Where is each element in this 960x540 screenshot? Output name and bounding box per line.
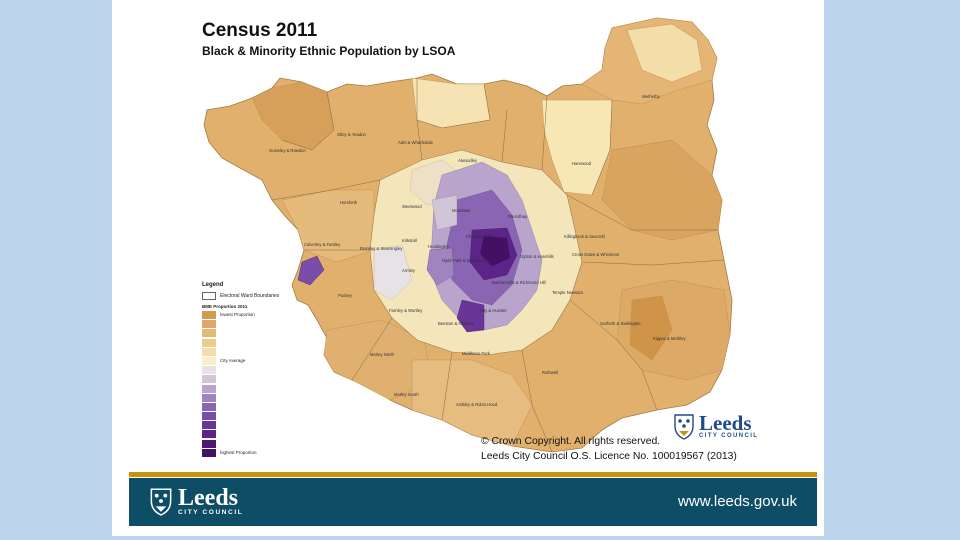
area-label: Temple Newsam xyxy=(552,290,583,295)
area-label: Pudsey xyxy=(338,293,353,298)
logo-subtitle: CITY COUNCIL xyxy=(699,433,759,439)
area-label: Hyde Park & Woodhouse xyxy=(442,258,490,263)
area-label: Killingbeck & Seacroft xyxy=(564,234,606,239)
copyright-notice: © Crown Copyright. All rights reserved. … xyxy=(481,434,737,464)
copyright-line: © Crown Copyright. All rights reserved. xyxy=(481,436,661,447)
area-label: Weetwood xyxy=(402,204,422,209)
legend-swatch xyxy=(202,421,216,430)
legend-swatch-label: City Average xyxy=(220,357,246,363)
legend-swatch xyxy=(202,439,216,448)
legend-boundary-label: Electoral Ward Boundaries xyxy=(220,293,280,299)
footer-logo-wordmark: Leeds xyxy=(178,484,238,511)
legend-swatch xyxy=(202,393,216,402)
council-crest-icon xyxy=(150,488,172,516)
area-label: Wetherby xyxy=(642,94,661,99)
map-legend: Legend Electoral Ward Boundaries BME Pro… xyxy=(202,282,322,462)
legend-swatch xyxy=(202,412,216,421)
footer-logo: Leeds CITY COUNCIL xyxy=(148,486,243,516)
legend-swatch: lowest Proportion xyxy=(202,311,255,319)
footer-bar: Leeds CITY COUNCIL www.leeds.gov.uk xyxy=(129,478,817,526)
gold-divider xyxy=(129,472,817,477)
area-label: Adel & Wharfedale xyxy=(398,140,434,145)
area-label: Rothwell xyxy=(542,370,558,375)
legend-title: Legend xyxy=(202,282,224,288)
legend-swatch: City Average xyxy=(202,356,245,365)
legend-swatch xyxy=(202,338,216,347)
area-label: Burmantofts & Richmond Hill xyxy=(492,280,546,285)
area-label: Beeston & Holbeck xyxy=(438,321,475,326)
area-label: Morley South xyxy=(394,392,419,397)
area-label: Gipton & Harehills xyxy=(520,254,554,259)
area-label: Calverley & Farsley xyxy=(304,242,341,247)
area-label: City & Hunslet xyxy=(480,308,507,313)
area-label: Guiseley & Rawdon xyxy=(269,148,306,153)
legend-swatch xyxy=(202,329,216,338)
choropleth-map: Guiseley & Rawdon Otley & Yeadon Adel & … xyxy=(203,17,733,453)
area-label: Cross Gates & Whinmoor xyxy=(572,252,620,257)
area-label: Horsforth xyxy=(340,200,358,205)
slide: Guiseley & Rawdon Otley & Yeadon Adel & … xyxy=(112,0,824,536)
area-label: Kirkstall xyxy=(402,238,417,243)
area-label: Headingley xyxy=(428,244,450,249)
area-label: Kippax & Methley xyxy=(653,336,686,341)
logo-wordmark: Leeds xyxy=(699,411,752,435)
area-label: Alwoodley xyxy=(458,158,478,163)
legend-swatch xyxy=(202,320,216,329)
council-crest-icon xyxy=(674,414,694,440)
legend-swatch xyxy=(202,384,216,393)
area-label: Armley xyxy=(402,268,416,273)
legend-swatch-label: lowest Proportion xyxy=(220,312,255,317)
map-title: Census 2011 xyxy=(202,20,318,41)
footer-url-link[interactable]: www.leeds.gov.uk xyxy=(678,493,797,510)
area-label: Harewood xyxy=(572,161,592,166)
legend-swatch xyxy=(202,375,216,384)
area-label: Farnley & Wortley xyxy=(389,308,423,313)
area-label: Garforth & Swillington xyxy=(600,321,641,326)
footer-logo-subtitle: CITY COUNCIL xyxy=(178,508,244,516)
legend-swatch: highest Proportion xyxy=(202,448,257,457)
licence-line: Leeds City Council O.S. Licence No. 1000… xyxy=(481,451,737,462)
area-label: Moortown xyxy=(452,208,471,213)
map-logo: Leeds CITY COUNCIL xyxy=(672,412,758,440)
legend-swatch xyxy=(202,366,216,375)
boundary-swatch xyxy=(202,292,216,300)
legend-scale-title: BME Proportion 2011 xyxy=(202,304,248,309)
area-label: Middleton Park xyxy=(462,351,491,356)
area-label: Roundhay xyxy=(508,214,528,219)
legend-swatch xyxy=(202,430,216,439)
area-label: Ardsley & Robin Hood xyxy=(456,402,498,407)
area-label: Otley & Yeadon xyxy=(337,132,367,137)
map-subtitle: Black & Minority Ethnic Population by LS… xyxy=(202,44,456,58)
area-label: Morley North xyxy=(370,352,395,357)
legend-swatch xyxy=(202,347,216,356)
legend-boundary-entry: Electoral Ward Boundaries xyxy=(202,292,279,300)
area-label: Chapel Allerton xyxy=(466,234,495,239)
legend-swatch-label: highest Proportion xyxy=(220,449,257,455)
legend-swatch xyxy=(202,402,216,411)
legend-swatches: lowest Proportion City Average highest Pro… xyxy=(202,311,257,458)
area-label: Bramley & Stanningley xyxy=(360,246,403,251)
